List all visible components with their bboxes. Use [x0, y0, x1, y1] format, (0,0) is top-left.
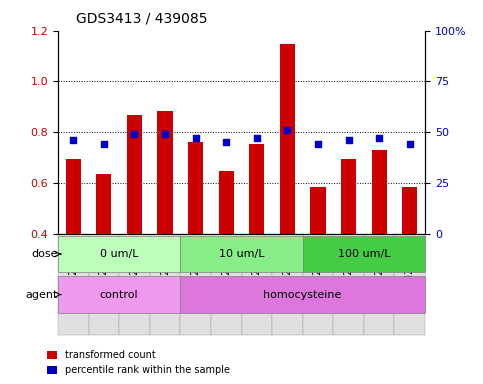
Bar — [188, 142, 203, 234]
Bar — [333, 234, 364, 335]
Point — [253, 135, 261, 141]
Point — [161, 131, 169, 137]
Bar — [180, 234, 211, 335]
Bar — [150, 234, 180, 335]
Text: homocysteine: homocysteine — [264, 290, 342, 300]
Point — [70, 137, 77, 143]
Point — [406, 141, 413, 147]
Bar — [402, 187, 417, 234]
FancyBboxPatch shape — [58, 236, 180, 272]
Bar — [96, 174, 112, 234]
Bar — [395, 234, 425, 335]
Bar — [66, 159, 81, 234]
Point — [345, 137, 353, 143]
Bar — [58, 234, 88, 335]
Point — [192, 135, 199, 141]
Text: GDS3413 / 439085: GDS3413 / 439085 — [76, 12, 208, 25]
Bar — [211, 234, 242, 335]
Bar — [272, 234, 303, 335]
Bar — [242, 234, 272, 335]
Point — [284, 127, 291, 133]
Text: 10 um/L: 10 um/L — [219, 249, 264, 259]
Point — [222, 139, 230, 146]
Text: 0 um/L: 0 um/L — [100, 249, 139, 259]
Point — [375, 135, 383, 141]
Point — [130, 131, 138, 137]
Bar — [119, 234, 150, 335]
FancyBboxPatch shape — [58, 276, 180, 313]
Text: dose: dose — [31, 249, 58, 259]
Legend: transformed count, percentile rank within the sample: transformed count, percentile rank withi… — [43, 346, 234, 379]
Bar — [341, 159, 356, 234]
FancyBboxPatch shape — [303, 236, 425, 272]
Point — [100, 141, 108, 147]
Text: control: control — [100, 290, 139, 300]
Text: agent: agent — [26, 290, 58, 300]
Bar — [311, 187, 326, 234]
Text: 100 um/L: 100 um/L — [338, 249, 390, 259]
Bar — [280, 44, 295, 234]
Bar — [127, 115, 142, 234]
FancyBboxPatch shape — [180, 236, 303, 272]
FancyBboxPatch shape — [180, 276, 425, 313]
Bar — [249, 144, 265, 234]
Bar — [157, 111, 173, 234]
Bar — [219, 171, 234, 234]
Bar — [364, 234, 395, 335]
Bar — [371, 151, 387, 234]
Point — [314, 141, 322, 147]
Bar — [303, 234, 333, 335]
Bar — [88, 234, 119, 335]
